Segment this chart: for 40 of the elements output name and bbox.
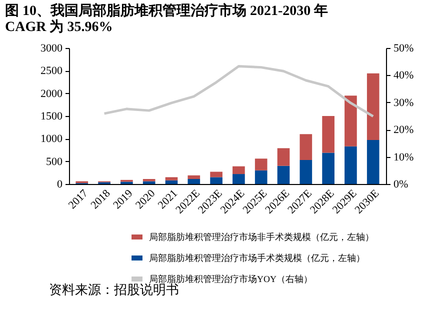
bar	[232, 174, 245, 184]
y-tick-label: 0	[57, 178, 63, 190]
bar	[210, 177, 222, 184]
line-series	[103, 64, 374, 118]
bar	[188, 175, 200, 180]
y2-tick-label: 50%	[394, 42, 414, 54]
bar	[277, 148, 290, 166]
bar	[300, 160, 312, 184]
y-tick-label: 2000	[40, 88, 63, 100]
bar	[344, 96, 357, 146]
legend-label: 局部脂肪堆积管理治疗市场YOY（右轴）	[149, 274, 312, 284]
bar	[254, 158, 268, 170]
legend-label: 局部脂肪堆积管理治疗市场手术类规模（亿元，左轴）	[149, 253, 365, 263]
bar	[344, 146, 357, 184]
y2-tick-label: 40%	[394, 70, 414, 82]
y2-tick-label: 0%	[394, 178, 408, 190]
legend-label: 局部脂肪堆积管理治疗市场非手术类规模（亿元，左轴）	[149, 232, 374, 242]
bar	[300, 134, 312, 160]
bar	[322, 116, 334, 153]
y-tick-label: 1500	[40, 110, 63, 122]
bar	[366, 73, 380, 140]
bar	[188, 179, 200, 184]
bar	[254, 170, 268, 184]
y2-tick-label: 10%	[394, 151, 414, 164]
bar	[322, 152, 334, 184]
y-tick-label: 1000	[40, 133, 63, 146]
bar	[366, 140, 380, 184]
text: 资料来源：招股说明书	[49, 282, 179, 297]
bar	[277, 166, 290, 184]
bar	[165, 177, 178, 180]
bar	[210, 172, 222, 178]
chart-title: 图 10、我国局部脂肪堆积管理治疗市场 2021-2030 年 CAGR 为 35.96%	[5, 2, 328, 35]
y2-tick-label: 20%	[394, 124, 414, 136]
bar	[232, 166, 245, 174]
y-tick-label: 3000	[40, 42, 63, 54]
y-tick-label: 500	[46, 156, 63, 168]
bar	[165, 180, 178, 184]
bar	[142, 181, 156, 184]
y2-tick-label: 30%	[394, 96, 414, 109]
y-tick-label: 2500	[40, 65, 63, 78]
